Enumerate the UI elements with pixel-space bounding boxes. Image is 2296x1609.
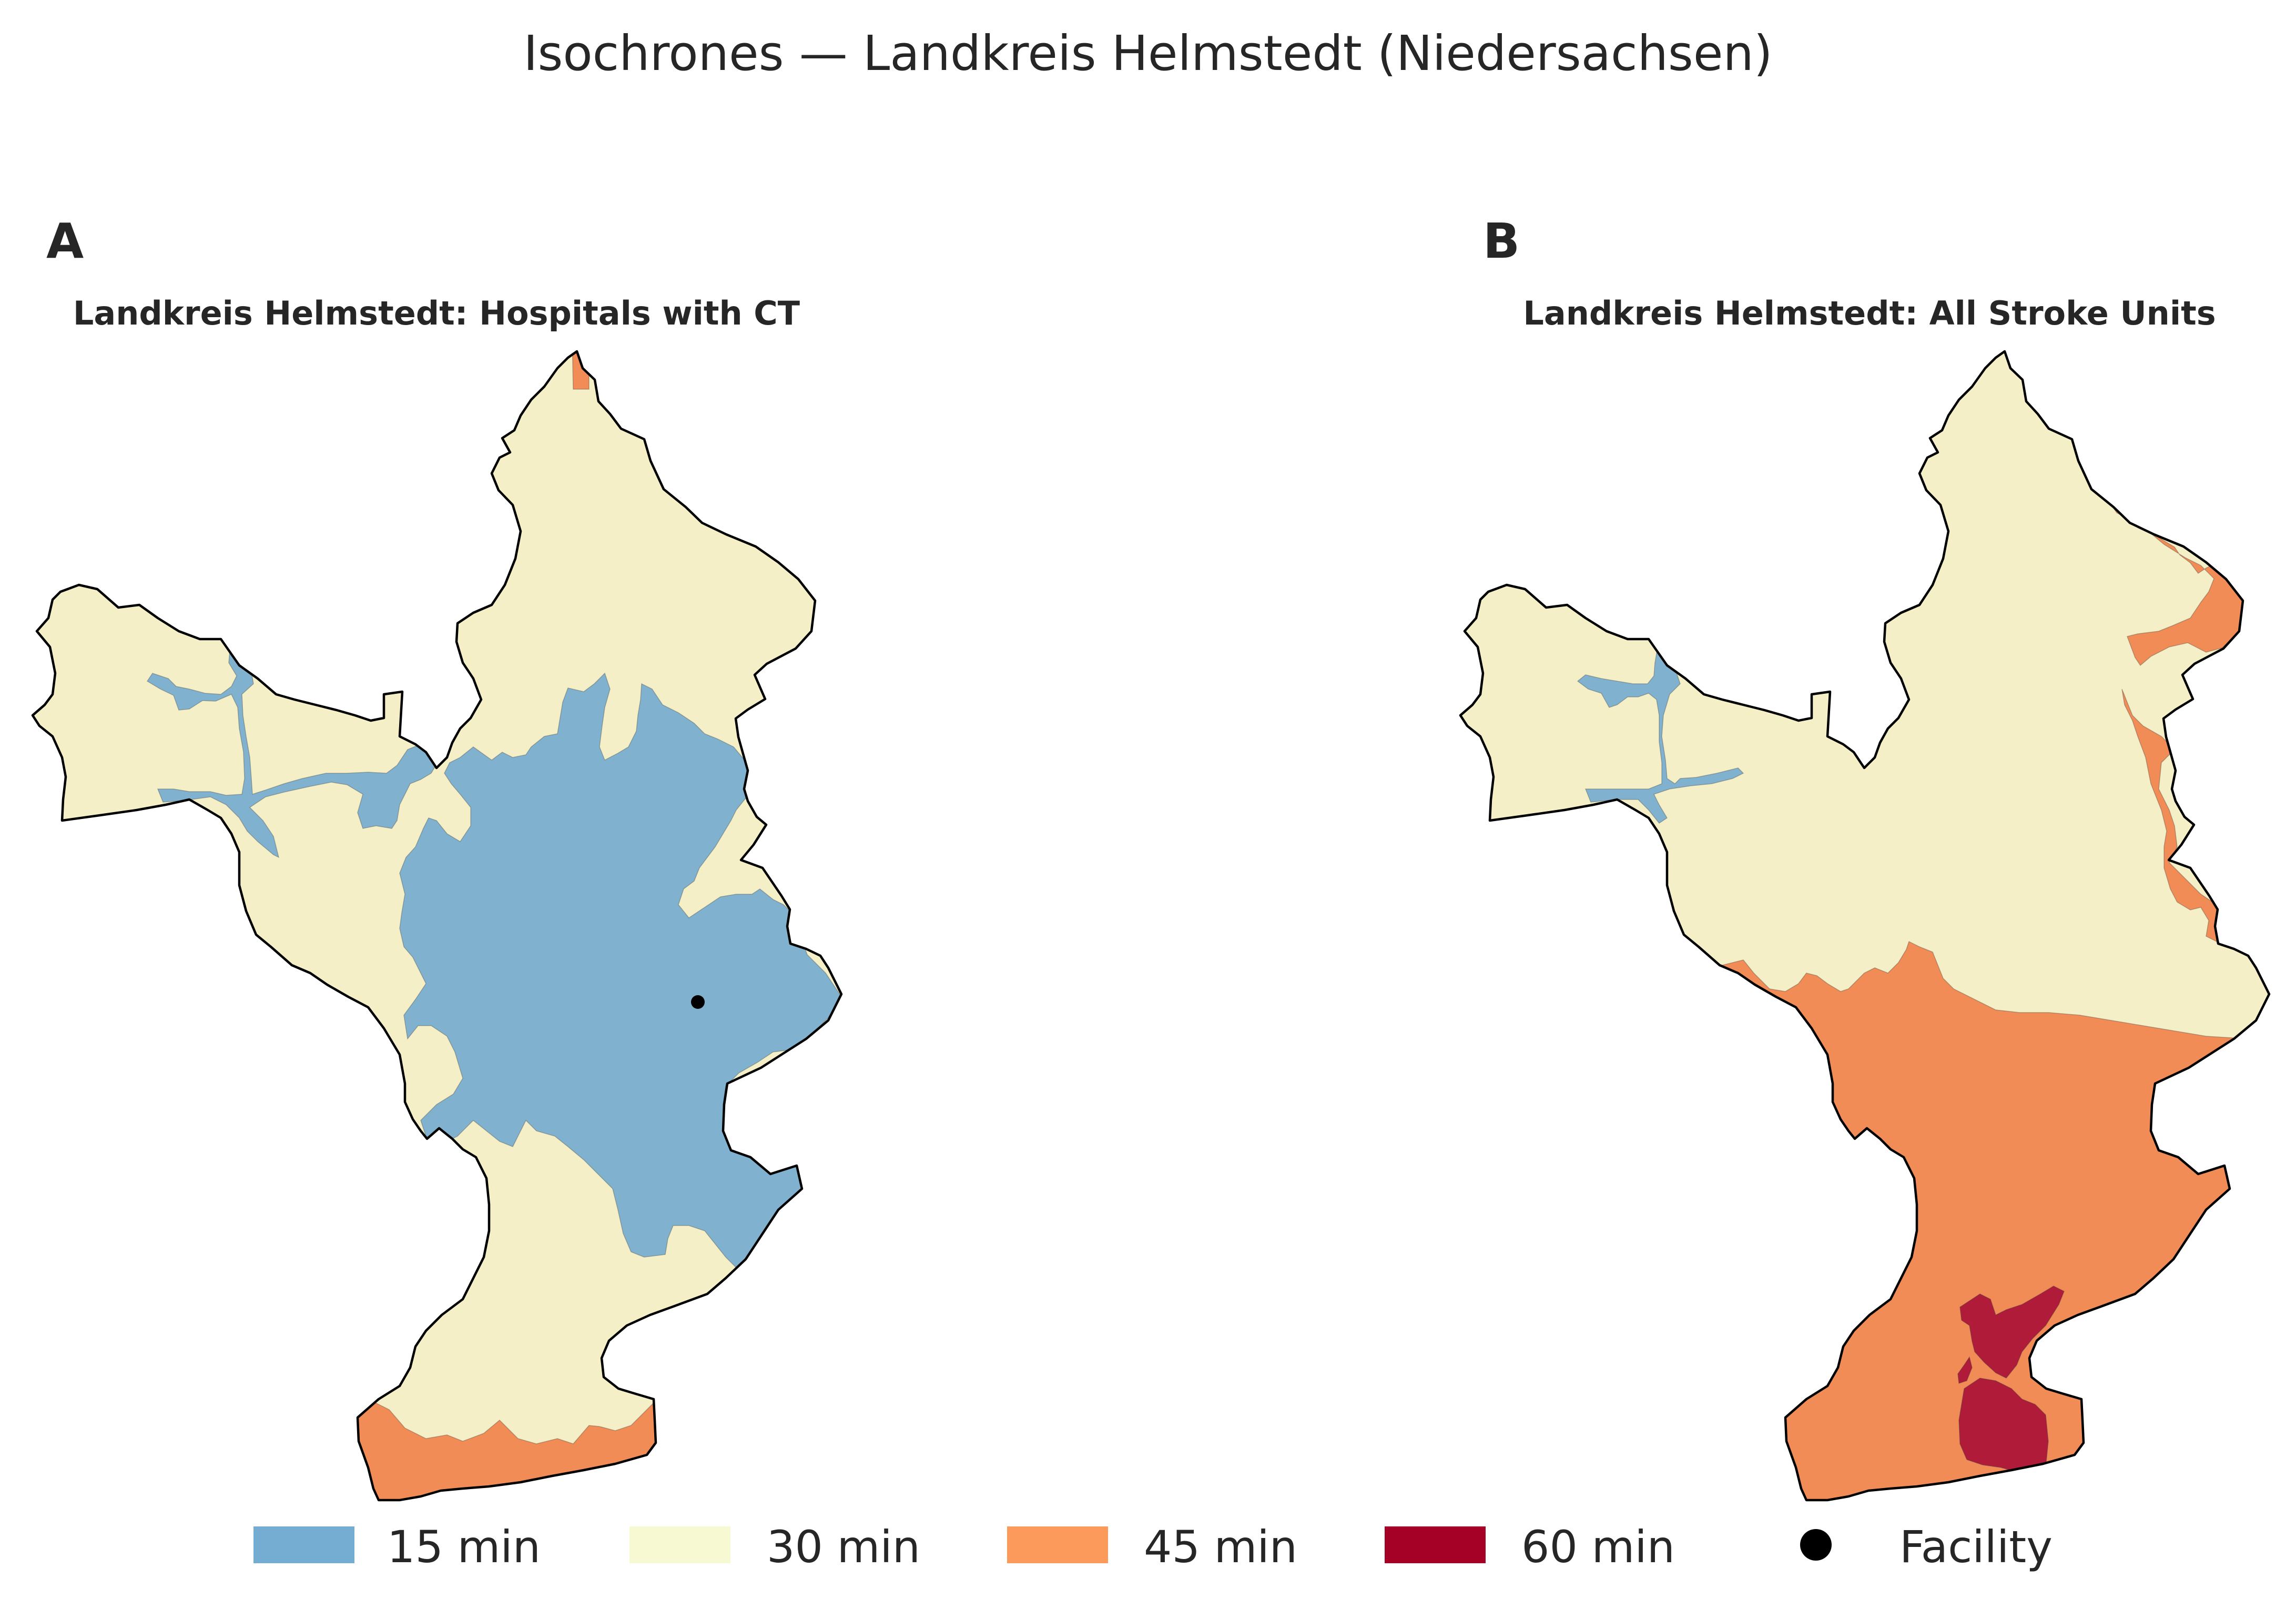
legend-swatch-30min — [629, 1526, 730, 1563]
facility-marker — [691, 995, 705, 1009]
panel-a-map — [33, 337, 841, 1525]
panel-b-title: Landkreis Helmstedt: All Stroke Units — [1523, 294, 2216, 332]
legend-item-45min: 45 min — [1007, 1521, 1297, 1573]
zone-15min-northwest — [146, 632, 441, 858]
legend-item-30min: 30 min — [629, 1521, 920, 1573]
panel-a: A Landkreis Helmstedt: Hospitals with CT — [33, 213, 841, 1525]
zone-45min-northeast — [2111, 504, 2249, 666]
legend-label-45min: 45 min — [1144, 1521, 1297, 1573]
legend-label-15min: 15 min — [387, 1521, 541, 1573]
legend-item-facility: Facility — [1800, 1521, 2053, 1573]
zone-15min-central — [399, 672, 841, 1268]
panel-b-map — [1460, 351, 2280, 1525]
legend-label-facility: Facility — [1899, 1521, 2053, 1573]
figure-title: Isochrones — Landkreis Helmstedt (Nieder… — [523, 25, 1772, 82]
legend-label-30min: 30 min — [767, 1521, 920, 1573]
legend-swatch-45min — [1007, 1526, 1108, 1563]
legend-item-15min: 15 min — [253, 1521, 541, 1573]
panel-b: B Landkreis Helmstedt: All Stroke Units — [1460, 213, 2280, 1525]
legend-facility-marker — [1800, 1529, 1832, 1561]
legend: 15 min 30 min 45 min 60 min Facility — [253, 1521, 2053, 1573]
legend-item-60min: 60 min — [1385, 1521, 1675, 1573]
legend-swatch-60min — [1385, 1526, 1486, 1563]
panel-a-title: Landkreis Helmstedt: Hospitals with CT — [73, 294, 800, 332]
panel-a-letter: A — [46, 213, 84, 269]
legend-label-60min: 60 min — [1521, 1521, 1675, 1573]
panel-b-letter: B — [1483, 213, 1520, 269]
legend-swatch-15min — [253, 1526, 354, 1563]
zone-60min-spot — [1957, 1356, 1973, 1384]
zone-60min-southeast — [1959, 1286, 2065, 1379]
